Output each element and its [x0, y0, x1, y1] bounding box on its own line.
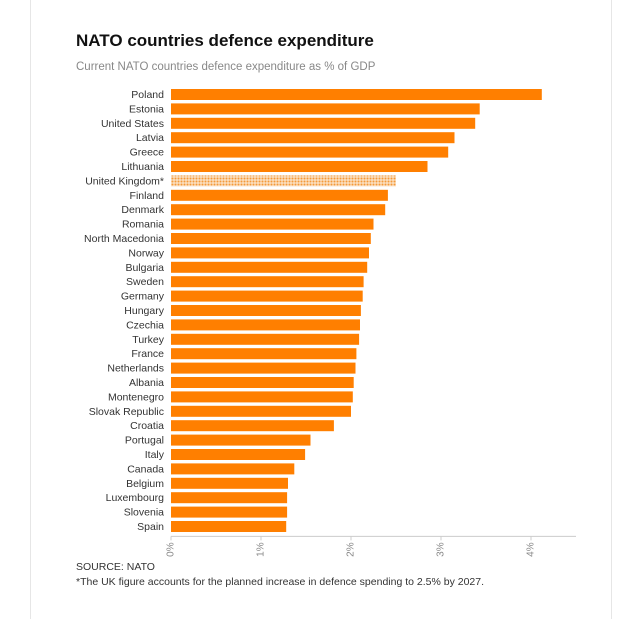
bar-netherlands	[171, 362, 356, 374]
bar-romania	[171, 218, 374, 230]
bar-north-macedonia	[171, 233, 371, 244]
bar-estonia	[171, 103, 480, 115]
category-label-estonia: Estonia	[129, 103, 164, 115]
category-label-germany: Germany	[121, 291, 165, 303]
bar-portugal	[171, 434, 311, 446]
category-label-croatia: Croatia	[130, 420, 164, 432]
bar-croatia	[171, 420, 334, 432]
x-tick-label: 0%	[166, 542, 177, 557]
bar-denmark	[171, 204, 386, 216]
category-label-luxembourg: Luxembourg	[106, 492, 165, 504]
category-label-belgium: Belgium	[126, 478, 164, 490]
category-label-sweden: Sweden	[126, 276, 164, 288]
bar-united-kingdom	[171, 175, 396, 187]
category-label-bulgaria: Bulgaria	[125, 262, 164, 274]
category-label-netherlands: Netherlands	[107, 363, 164, 375]
category-label-united-states: United States	[101, 118, 164, 130]
x-tick-label: 4%	[526, 542, 537, 557]
category-label-north-macedonia: North Macedonia	[84, 233, 164, 245]
category-label-spain: Spain	[137, 521, 164, 533]
category-label-italy: Italy	[145, 449, 165, 461]
category-label-latvia: Latvia	[136, 132, 164, 144]
category-label-lithuania: Lithuania	[121, 161, 164, 173]
category-label-albania: Albania	[129, 377, 164, 389]
category-label-greece: Greece	[130, 147, 165, 159]
footnote-text: *The UK figure accounts for the planned …	[76, 576, 485, 588]
bar-greece	[171, 146, 449, 158]
bar-finland	[171, 189, 388, 201]
category-label-canada: Canada	[127, 463, 164, 475]
bar-bulgaria	[171, 261, 368, 273]
bar-canada	[171, 463, 295, 475]
bar-france	[171, 348, 357, 360]
bar-spain	[171, 521, 287, 532]
category-label-norway: Norway	[128, 247, 164, 259]
bar-hungary	[171, 305, 361, 316]
bars-group	[171, 89, 542, 532]
bar-slovak-republic	[171, 405, 351, 417]
source-text: SOURCE: NATO	[76, 561, 155, 573]
category-label-hungary: Hungary	[124, 305, 164, 317]
bar-turkey	[171, 333, 360, 345]
category-label-montenegro: Montenegro	[108, 391, 164, 403]
category-label-slovak-republic: Slovak Republic	[89, 406, 164, 418]
bar-united-states	[171, 117, 476, 129]
bar-norway	[171, 247, 369, 259]
x-tick-label: 2%	[346, 542, 357, 557]
bar-sweden	[171, 276, 364, 288]
category-label-poland: Poland	[131, 89, 164, 101]
category-label-romania: Romania	[122, 219, 164, 231]
bar-latvia	[171, 132, 455, 144]
bar-italy	[171, 449, 306, 460]
category-label-portugal: Portugal	[125, 435, 164, 447]
bar-luxembourg	[171, 492, 288, 504]
category-label-united-kingdom: United Kingdom*	[85, 175, 164, 187]
bar-germany	[171, 290, 363, 302]
chart-title: NATO countries defence expenditure	[76, 31, 374, 50]
bar-belgium	[171, 477, 288, 489]
category-label-france: France	[131, 348, 164, 360]
category-label-denmark: Denmark	[121, 204, 164, 216]
bar-lithuania	[171, 161, 428, 172]
category-labels: Poland Estonia United States Latvia Greece Li…	[84, 89, 165, 533]
source-note: SOURCE: NATO *The UK figure accounts for…	[76, 560, 484, 590]
chart-subtitle: Current NATO countries defence expenditu…	[76, 61, 376, 73]
bar-montenegro	[171, 391, 353, 403]
category-label-turkey: Turkey	[132, 334, 164, 346]
category-label-czechia: Czechia	[126, 319, 164, 331]
x-axis: 0% 1% 2% 3% 4%	[166, 535, 576, 557]
x-tick-label: 1%	[256, 542, 267, 557]
bar-czechia	[171, 319, 360, 331]
bar-slovenia	[171, 506, 288, 518]
x-tick-label: 3%	[436, 542, 447, 557]
bar-poland	[171, 89, 542, 100]
category-label-finland: Finland	[130, 190, 165, 202]
category-label-slovenia: Slovenia	[124, 507, 164, 519]
bar-albania	[171, 377, 354, 388]
